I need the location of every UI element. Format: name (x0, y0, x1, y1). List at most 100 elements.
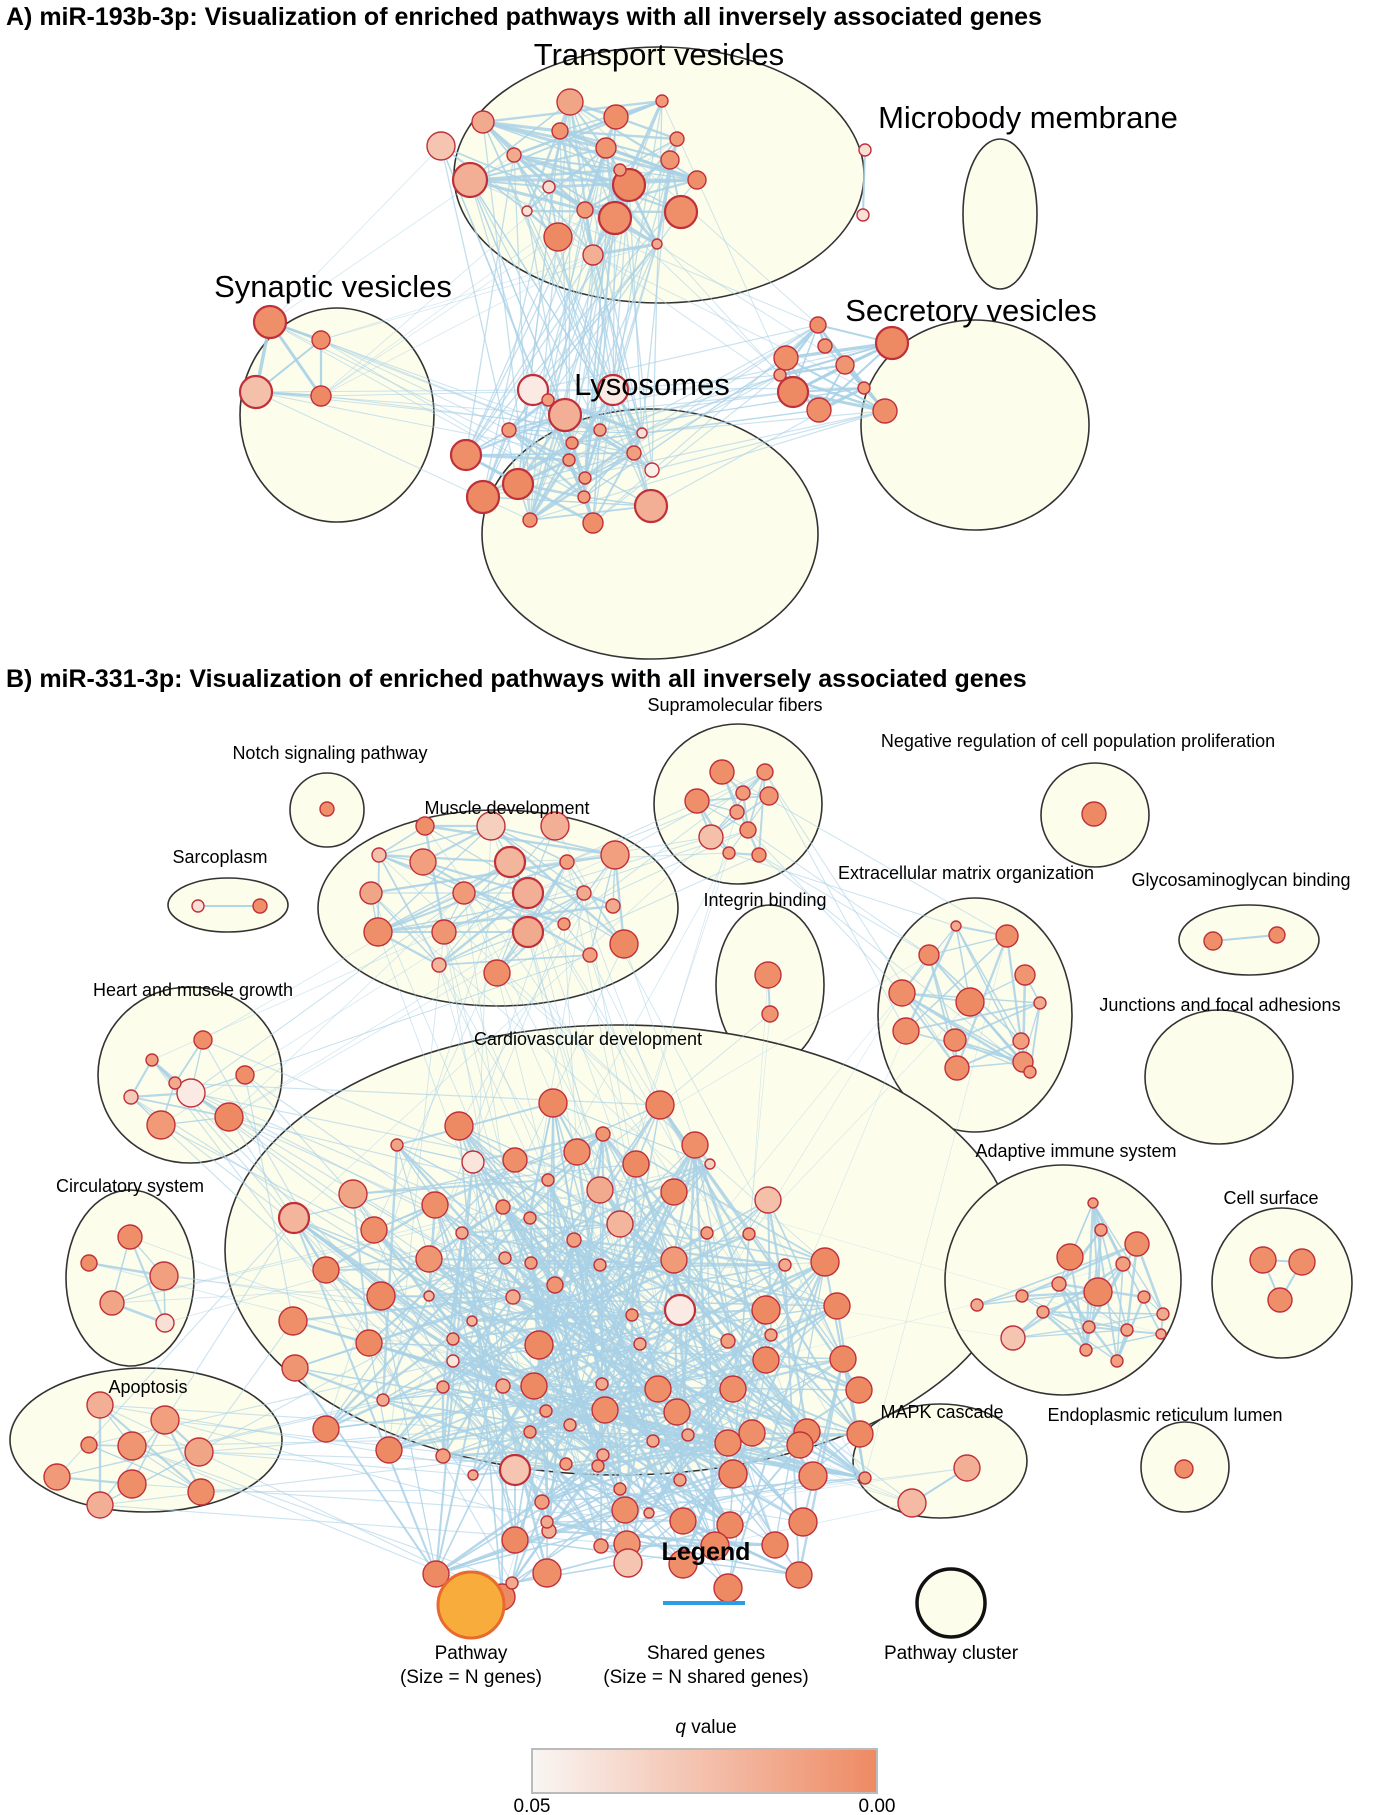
panel-b-node-190 (1110, 1354, 1124, 1368)
panel-b-node-6 (698, 824, 724, 850)
label-secretory-vesicles: Secretory vesicles (845, 293, 1097, 328)
panel-a-edge-30 (513, 154, 559, 238)
panel-b-edge-502 (435, 1475, 814, 1575)
panel-a-edge-14 (482, 121, 594, 256)
panel-b-node-59 (168, 1076, 182, 1090)
panel-a-node-18 (543, 222, 573, 252)
panel-b-node-91 (498, 1251, 512, 1265)
panel-a-edge-232 (469, 179, 653, 471)
panel-b-node-63 (595, 1126, 611, 1142)
panel-b-node-82 (566, 1232, 582, 1248)
panel-b-node-40 (1014, 964, 1036, 986)
panel-b-node-175 (1124, 1231, 1150, 1257)
panel-b-node-93 (546, 1276, 564, 1294)
label-integrin-binding: Integrin binding (703, 890, 826, 910)
label-notch-signaling: Notch signaling pathway (232, 743, 427, 763)
label-apoptosis: Apoptosis (108, 1377, 187, 1397)
panel-b-edge-740 (573, 1239, 913, 1504)
label-glycosaminoglycan-binding: Glycosaminoglycan binding (1131, 870, 1350, 890)
panel-a-edge-178 (469, 179, 601, 431)
panel-b-edge-600 (1085, 1333, 1162, 1351)
panel-b-node-103 (764, 1328, 778, 1342)
cluster-mapk-cascade (852, 1403, 1028, 1519)
panel-b-node-189 (1079, 1343, 1093, 1357)
panel-b-node-130 (646, 1434, 660, 1448)
panel-a-edge-290 (599, 387, 865, 431)
panel-a-edge-288 (482, 374, 781, 498)
panel-b-node-158 (532, 1558, 562, 1588)
panel-b-edge-677 (747, 829, 903, 994)
panel-a-edge-289 (641, 410, 886, 434)
panel-b-edge-736 (111, 1261, 826, 1304)
panel-b-node-98 (366, 1281, 396, 1311)
panel-b-edge-641 (496, 972, 549, 1181)
panel-b-node-141 (611, 1496, 639, 1524)
panel-b-edge-375 (512, 1296, 729, 1444)
panel-b-edge-670 (764, 771, 958, 1069)
panel-b-edge-395 (631, 1314, 866, 1479)
panel-b-edge-352 (554, 1284, 729, 1444)
panel-b-edge-750 (748, 1013, 771, 1235)
panel-b-node-78 (754, 1186, 782, 1214)
panel-a-edge-230 (465, 154, 515, 456)
panel-a-node-39 (596, 373, 630, 407)
panel-b-node-25 (576, 885, 592, 901)
panel-a-edge-3 (547, 101, 572, 188)
panel-b-node-39 (918, 944, 940, 966)
panel-b-edge-553 (1058, 1202, 1094, 1285)
panel-a-network: Transport vesicles Microbody membrane Sy… (214, 37, 1178, 660)
panel-b-edge-652 (370, 892, 750, 1235)
panel-b-edge-321 (428, 1257, 786, 1267)
panel-b-node-0 (319, 801, 335, 817)
panel-b-node-203 (953, 1454, 981, 1482)
panel-b-edge-516 (727, 1442, 804, 1523)
panel-b-node-70 (704, 1158, 716, 1170)
panel-b-edge-690 (244, 1074, 753, 1434)
panel-b-edge-424 (294, 1367, 437, 1575)
panel-b-node-58 (146, 1110, 176, 1140)
panel-b-edge-55 (589, 854, 616, 956)
panel-b-edge-83 (904, 925, 958, 1032)
panel-b-edge-748 (428, 1013, 771, 1297)
panel-b-node-1 (709, 759, 735, 785)
panel-b-edge-638 (554, 825, 844, 1360)
panel-b-node-176 (1056, 1243, 1084, 1271)
panel-b-edge-251 (502, 1206, 826, 1263)
label-supramolecular-fibers: Supramolecular fibers (647, 695, 822, 715)
panel-b-edge-564 (1021, 1243, 1138, 1297)
panel-b-edge-207 (472, 1161, 675, 1261)
panel-b-edge-159 (472, 1132, 604, 1164)
panel-b-edge-589 (1042, 1311, 1164, 1315)
panel-b-node-123 (663, 1398, 691, 1426)
panel-b-node-53 (145, 1053, 159, 1067)
panel-b-node-49 (1023, 1065, 1037, 1079)
legend-shared-label: Shared genes (647, 1643, 765, 1664)
panel-b-node-62 (444, 1111, 474, 1141)
panel-b-node-202 (187, 1478, 215, 1506)
panel-b-node-37 (950, 920, 962, 932)
panel-b-edge-764 (501, 811, 738, 1598)
panel-a-edge-215 (469, 179, 566, 416)
panel-a-node-9 (595, 137, 617, 159)
panel-b-node-95 (423, 1290, 435, 1302)
panel-b-node-148 (467, 1469, 479, 1481)
panel-b-node-18 (409, 848, 437, 876)
panel-b-node-38 (995, 924, 1019, 948)
panel-b-node-19 (493, 845, 527, 879)
panel-b-edge-349 (428, 1283, 556, 1298)
panel-a-node-23 (856, 208, 870, 222)
panel-b-edge-345 (502, 1264, 786, 1387)
panel-b-edge-742 (599, 1264, 913, 1504)
panel-a-node-2 (426, 131, 456, 161)
panel-b-node-199 (43, 1463, 71, 1491)
panel-b-node-112 (752, 1346, 780, 1374)
panel-a-node-25 (311, 330, 331, 350)
panel-a-edge-34 (559, 129, 678, 141)
label-heart-muscle-growth: Heart and muscle growth (93, 980, 293, 1000)
panel-b-edge-86 (1005, 935, 1023, 1042)
panel-a-edge-291 (656, 243, 846, 366)
panel-b-edge-723 (198, 1451, 474, 1476)
panel-b-edge-726 (56, 1399, 384, 1478)
panel-b-node-121 (376, 1393, 390, 1407)
panel-b-node-14 (415, 816, 435, 836)
